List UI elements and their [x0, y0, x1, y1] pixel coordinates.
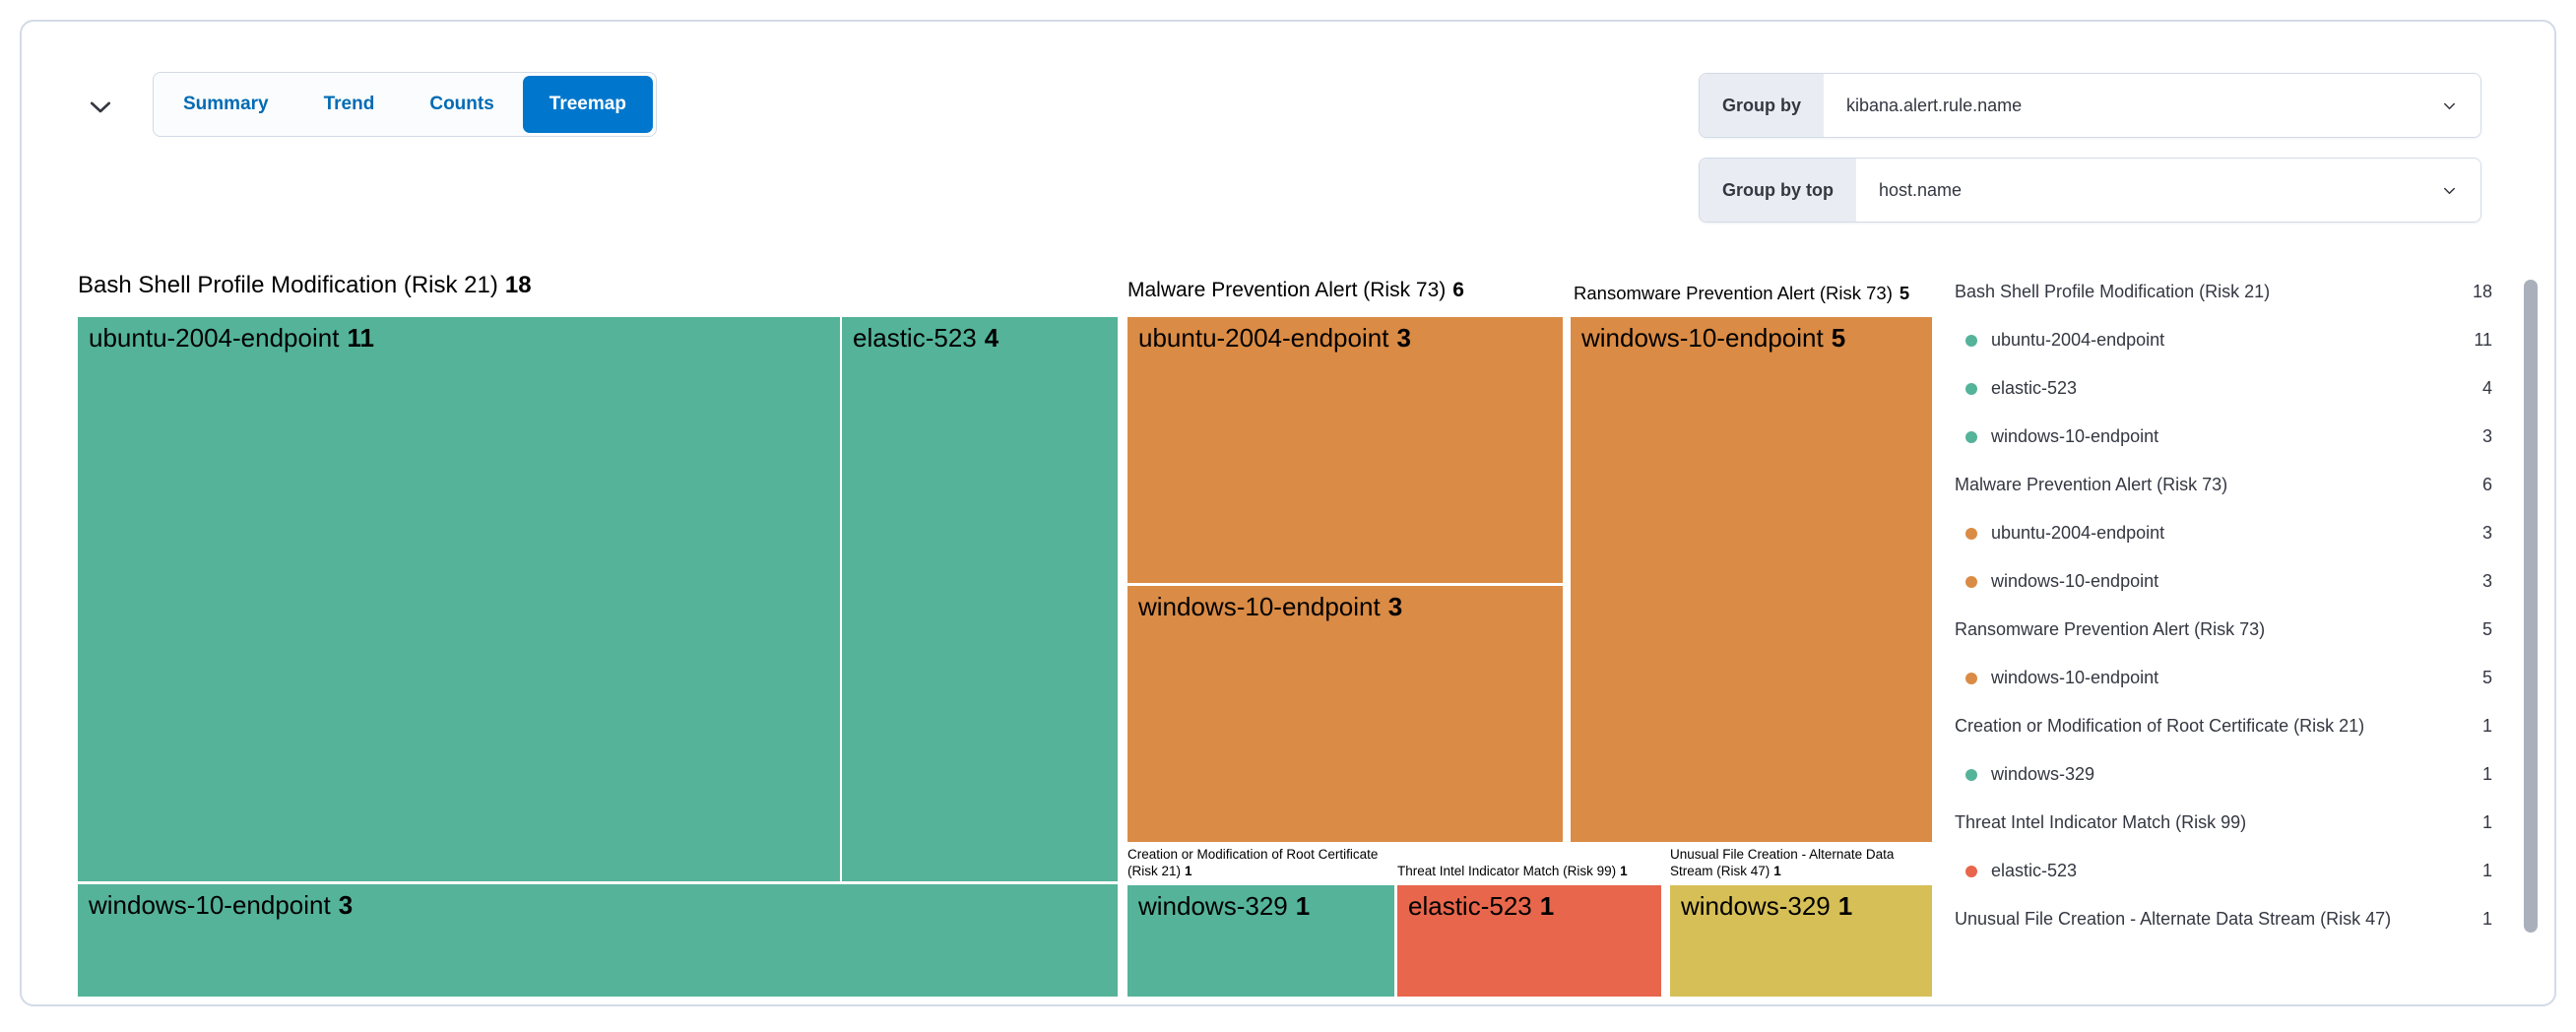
- legend-count: 11: [2474, 330, 2492, 350]
- legend-row[interactable]: ubuntu-2004-endpoint 3: [1955, 509, 2492, 557]
- legend-count: 5: [2481, 619, 2492, 639]
- legend-dot: [1965, 672, 1977, 684]
- legend-row[interactable]: Malware Prevention Alert (Risk 73) 6: [1955, 461, 2492, 509]
- legend-row[interactable]: windows-329 1: [1955, 750, 2492, 799]
- legend-label: elastic-523: [1991, 378, 2078, 398]
- legend-row[interactable]: ubuntu-2004-endpoint 11: [1955, 316, 2492, 364]
- legend-row[interactable]: elastic-523 1: [1955, 847, 2492, 895]
- legend-label: Threat Intel Indicator Match (Risk 99): [1955, 812, 2247, 832]
- tile[interactable]: windows-329 1: [1670, 885, 1932, 997]
- legend-count: 5: [2481, 668, 2492, 687]
- legend-label: ubuntu-2004-endpoint: [1991, 523, 2165, 543]
- legend-label: Bash Shell Profile Modification (Risk 21…: [1955, 282, 2271, 301]
- legend-row[interactable]: elastic-523 4: [1955, 364, 2492, 413]
- legend-row[interactable]: Bash Shell Profile Modification (Risk 21…: [1955, 268, 2492, 316]
- legend: Bash Shell Profile Modification (Risk 21…: [1955, 268, 2492, 943]
- legend-label: ubuntu-2004-endpoint: [1991, 330, 2165, 350]
- chevron-down-icon: [2440, 74, 2480, 137]
- legend-dot: [1965, 527, 1977, 540]
- tile[interactable]: ubuntu-2004-endpoint 11: [78, 317, 840, 881]
- group-by-select[interactable]: Group by kibana.alert.rule.name: [1699, 73, 2481, 138]
- legend-count: 6: [2481, 475, 2492, 494]
- tile[interactable]: windows-10-endpoint 3: [78, 884, 1118, 997]
- legend-label: windows-329: [1991, 764, 2095, 784]
- tab-summary[interactable]: Summary: [157, 76, 295, 133]
- tile[interactable]: windows-10-endpoint 5: [1571, 317, 1932, 842]
- group-header: Malware Prevention Alert (Risk 73) 6: [1127, 279, 1464, 301]
- group-by-top-select[interactable]: Group by top host.name: [1699, 158, 2481, 223]
- group-by-label: Group by: [1700, 74, 1824, 137]
- tile[interactable]: elastic-523 1: [1397, 885, 1661, 997]
- legend-count: 1: [2481, 812, 2492, 832]
- legend-label: windows-10-endpoint: [1991, 426, 2159, 446]
- group-by-value: kibana.alert.rule.name: [1824, 74, 2440, 137]
- legend-dot: [1965, 575, 1977, 588]
- chevron-down-icon: [86, 92, 115, 121]
- legend-row[interactable]: windows-10-endpoint 3: [1955, 557, 2492, 606]
- tile[interactable]: ubuntu-2004-endpoint 3: [1127, 317, 1563, 583]
- tab-treemap[interactable]: Treemap: [522, 76, 653, 133]
- legend-label: Creation or Modification of Root Certifi…: [1955, 716, 2365, 736]
- view-mode-button-group: Summary Trend Counts Treemap: [153, 72, 657, 137]
- group-by-top-label: Group by top: [1700, 159, 1856, 222]
- legend-dot: [1965, 430, 1977, 443]
- tile[interactable]: windows-10-endpoint 3: [1127, 586, 1563, 842]
- legend-dot: [1965, 865, 1977, 877]
- alerts-panel: Summary Trend Counts Treemap Group by ki…: [20, 20, 2556, 1006]
- legend-count: 1: [2481, 716, 2492, 736]
- tile[interactable]: elastic-523 4: [842, 317, 1118, 881]
- legend-dot: [1965, 382, 1977, 395]
- tab-counts[interactable]: Counts: [403, 76, 520, 133]
- collapse-panel-button[interactable]: [79, 85, 122, 128]
- tab-trend[interactable]: Trend: [297, 76, 402, 133]
- legend-row[interactable]: Unusual File Creation - Alternate Data S…: [1955, 895, 2492, 943]
- legend-label: Ransomware Prevention Alert (Risk 73): [1955, 619, 2266, 639]
- legend-label: Malware Prevention Alert (Risk 73): [1955, 475, 2228, 494]
- legend-count: 1: [2481, 764, 2492, 784]
- legend-row[interactable]: Threat Intel Indicator Match (Risk 99) 1: [1955, 799, 2492, 847]
- group-header: Ransomware Prevention Alert (Risk 73) 5: [1574, 283, 1910, 303]
- group-by-top-value: host.name: [1855, 159, 2440, 222]
- legend-count: 4: [2481, 378, 2492, 398]
- legend-count: 1: [2481, 909, 2492, 929]
- chevron-down-icon: [2440, 159, 2480, 222]
- legend-label: windows-10-endpoint: [1991, 571, 2159, 591]
- group-header: Creation or Modification of Root Certifi…: [1127, 847, 1379, 878]
- legend-count: 3: [2481, 426, 2492, 446]
- legend-count: 1: [2481, 861, 2492, 880]
- legend-row[interactable]: Creation or Modification of Root Certifi…: [1955, 702, 2492, 750]
- legend-label: Unusual File Creation - Alternate Data S…: [1955, 909, 2392, 929]
- legend-row[interactable]: Ransomware Prevention Alert (Risk 73) 5: [1955, 606, 2492, 654]
- legend-scrollbar-thumb[interactable]: [2524, 280, 2538, 933]
- legend-count: 3: [2481, 571, 2492, 591]
- legend-row[interactable]: windows-10-endpoint 5: [1955, 654, 2492, 702]
- legend-dot: [1965, 768, 1977, 781]
- legend-dot: [1965, 334, 1977, 347]
- legend-count: 3: [2481, 523, 2492, 543]
- legend-row[interactable]: windows-10-endpoint 3: [1955, 413, 2492, 461]
- legend-label: windows-10-endpoint: [1991, 668, 2159, 687]
- legend-count: 18: [2472, 282, 2492, 301]
- group-header: Unusual File Creation - Alternate Data S…: [1670, 847, 1895, 878]
- group-header: Bash Shell Profile Modification (Risk 21…: [78, 272, 532, 298]
- tile[interactable]: windows-329 1: [1127, 885, 1394, 997]
- legend-label: elastic-523: [1991, 861, 2078, 880]
- group-header: Threat Intel Indicator Match (Risk 99) 1: [1397, 864, 1628, 878]
